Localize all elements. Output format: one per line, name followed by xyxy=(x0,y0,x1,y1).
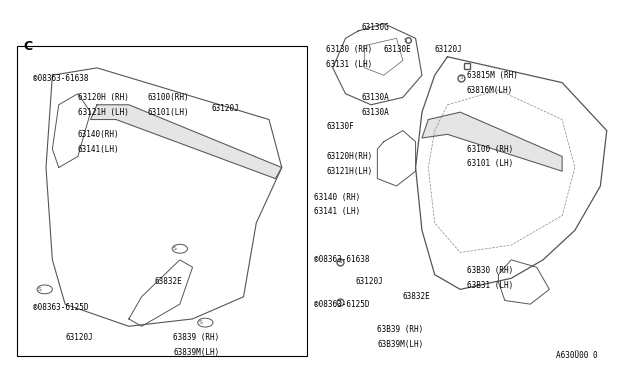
Text: 63140 (RH): 63140 (RH) xyxy=(314,193,360,202)
Text: 63121H(LH): 63121H(LH) xyxy=(326,167,372,176)
Text: 63815M (RH): 63815M (RH) xyxy=(467,71,517,80)
Text: 63B30 (RH): 63B30 (RH) xyxy=(467,266,513,275)
Text: 63120J: 63120J xyxy=(355,278,383,286)
Text: 63130E: 63130E xyxy=(384,45,412,54)
Text: 63832E: 63832E xyxy=(403,292,431,301)
Text: 63816M(LH): 63816M(LH) xyxy=(467,86,513,94)
Text: C: C xyxy=(24,40,33,53)
Text: S: S xyxy=(339,300,342,305)
Text: ®08363-6125D: ®08363-6125D xyxy=(314,300,369,309)
Text: ®08363-61638: ®08363-61638 xyxy=(33,74,89,83)
Text: 63130 (RH): 63130 (RH) xyxy=(326,45,372,54)
Text: 63839 (RH): 63839 (RH) xyxy=(173,333,220,342)
Text: ®08363-61638: ®08363-61638 xyxy=(314,255,369,264)
Text: 63100(RH): 63100(RH) xyxy=(148,93,189,102)
Text: 63B39M(LH): 63B39M(LH) xyxy=(378,340,424,349)
Text: S: S xyxy=(460,75,463,80)
Text: 63120J: 63120J xyxy=(65,333,93,342)
Polygon shape xyxy=(91,105,282,179)
Text: S: S xyxy=(38,287,42,292)
Text: S: S xyxy=(173,246,177,251)
Text: 63130G: 63130G xyxy=(362,23,389,32)
Text: 63832E: 63832E xyxy=(154,278,182,286)
Text: S: S xyxy=(404,38,407,43)
Text: 63130A: 63130A xyxy=(362,93,389,102)
Text: 63120H(RH): 63120H(RH) xyxy=(326,152,372,161)
Text: ®08363-6125D: ®08363-6125D xyxy=(33,303,89,312)
Text: 63100 (RH): 63100 (RH) xyxy=(467,145,513,154)
Text: 63141(LH): 63141(LH) xyxy=(78,145,120,154)
Text: 63839M(LH): 63839M(LH) xyxy=(173,348,220,357)
Text: 63131 (LH): 63131 (LH) xyxy=(326,60,372,69)
Text: 63140(RH): 63140(RH) xyxy=(78,130,120,139)
Text: 63101(LH): 63101(LH) xyxy=(148,108,189,117)
Polygon shape xyxy=(422,112,562,171)
Text: 63B39 (RH): 63B39 (RH) xyxy=(378,326,424,334)
Text: 63120H (RH): 63120H (RH) xyxy=(78,93,129,102)
Text: 63120J: 63120J xyxy=(212,104,239,113)
Text: A630Ü00 0: A630Ü00 0 xyxy=(556,351,597,360)
Text: 63101 (LH): 63101 (LH) xyxy=(467,159,513,169)
Text: 63130A: 63130A xyxy=(362,108,389,117)
Text: 63B31 (LH): 63B31 (LH) xyxy=(467,281,513,290)
Text: 63120J: 63120J xyxy=(435,45,463,54)
Text: S: S xyxy=(339,259,342,264)
Text: 63141 (LH): 63141 (LH) xyxy=(314,207,360,217)
Text: 63130F: 63130F xyxy=(326,122,354,131)
Text: S: S xyxy=(198,320,202,325)
Text: 63121H (LH): 63121H (LH) xyxy=(78,108,129,117)
